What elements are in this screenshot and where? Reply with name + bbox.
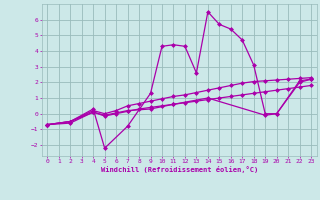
X-axis label: Windchill (Refroidissement éolien,°C): Windchill (Refroidissement éolien,°C) [100,166,258,173]
